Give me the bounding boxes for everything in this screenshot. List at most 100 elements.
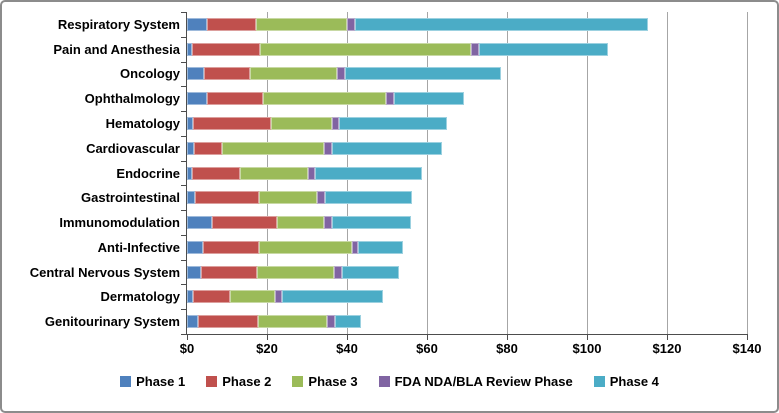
category-label: Endocrine bbox=[116, 165, 180, 181]
category-label: Anti-Infective bbox=[97, 239, 180, 255]
category-label: Respiratory System bbox=[57, 16, 180, 32]
bar-segment-phase-1 bbox=[187, 315, 198, 329]
y-axis-tick bbox=[181, 309, 187, 310]
gridline bbox=[586, 12, 588, 334]
bar-segment-fda-nda-bla-review-phase bbox=[334, 265, 342, 279]
x-axis-tick bbox=[586, 335, 588, 340]
bar-segment-fda-nda-bla-review-phase bbox=[275, 290, 282, 304]
bar-segment-phase-2 bbox=[203, 240, 259, 254]
legend-item: Phase 4 bbox=[593, 374, 659, 389]
category-label: Dermatology bbox=[100, 289, 180, 305]
y-axis-tick bbox=[181, 284, 187, 285]
bar-row bbox=[187, 315, 747, 329]
plot-area bbox=[181, 12, 748, 340]
bar-segment-phase-1 bbox=[187, 216, 212, 230]
y-axis-tick bbox=[181, 86, 187, 87]
bar-segment-phase-3 bbox=[240, 166, 308, 180]
y-axis-tick bbox=[181, 210, 187, 211]
gridline bbox=[506, 12, 508, 334]
bar-segment-phase-4 bbox=[315, 166, 422, 180]
x-axis-tick bbox=[266, 335, 268, 340]
bar-segment-fda-nda-bla-review-phase bbox=[308, 166, 315, 180]
x-axis-tick bbox=[746, 335, 748, 340]
gridline bbox=[666, 12, 668, 334]
bar-row bbox=[187, 17, 747, 31]
bar-segment-phase-1 bbox=[187, 265, 201, 279]
bar-segment-phase-3 bbox=[259, 191, 317, 205]
bar-segment-phase-2 bbox=[212, 216, 277, 230]
bar-segment-phase-2 bbox=[195, 191, 259, 205]
legend-swatch-phase-1 bbox=[120, 376, 132, 387]
legend-label: Phase 2 bbox=[222, 374, 272, 389]
x-axis-tick bbox=[426, 335, 428, 340]
category-label: Ophthalmology bbox=[84, 91, 180, 107]
x-axis-tick bbox=[666, 335, 668, 340]
x-axis-tick bbox=[346, 335, 348, 340]
bar-segment-phase-1 bbox=[187, 17, 207, 31]
bar-segment-phase-1 bbox=[187, 240, 203, 254]
bar-row bbox=[187, 166, 747, 180]
bar-row bbox=[187, 92, 747, 106]
x-axis-line bbox=[182, 334, 748, 335]
bar-segment-phase-1 bbox=[187, 116, 193, 130]
gridline bbox=[746, 12, 748, 334]
legend-label: Phase 1 bbox=[136, 374, 186, 389]
bar-segment-phase-4 bbox=[332, 216, 411, 230]
bar-segment-fda-nda-bla-review-phase bbox=[324, 141, 332, 155]
bar-segment-phase-3 bbox=[257, 265, 334, 279]
bar-row bbox=[187, 191, 747, 205]
category-label: Central Nervous System bbox=[29, 264, 180, 280]
bar-row bbox=[187, 141, 747, 155]
y-axis-tick bbox=[181, 37, 187, 38]
bar-segment-phase-4 bbox=[479, 42, 608, 56]
y-axis-tick bbox=[181, 62, 187, 63]
bar-row bbox=[187, 240, 747, 254]
bar-segment-phase-4 bbox=[355, 17, 648, 31]
legend-label: Phase 3 bbox=[308, 374, 358, 389]
bar-segment-phase-4 bbox=[335, 315, 361, 329]
bar-segment-phase-1 bbox=[187, 166, 192, 180]
bar-segment-fda-nda-bla-review-phase bbox=[386, 92, 394, 106]
legend-swatch-fda-nda-bla-review-phase bbox=[378, 376, 390, 387]
x-axis-tick-label: $60 bbox=[416, 341, 438, 356]
y-axis-line bbox=[186, 12, 187, 334]
bar-segment-phase-2 bbox=[207, 17, 256, 31]
chart-legend: Phase 1 Phase 2 Phase 3 FDA NDA/BLA Review … bbox=[2, 374, 777, 389]
y-axis-tick bbox=[181, 185, 187, 186]
x-axis-tick-label: $120 bbox=[652, 341, 682, 356]
bar-segment-phase-1 bbox=[187, 92, 207, 106]
category-label: Oncology bbox=[120, 66, 180, 82]
bar-segment-phase-3 bbox=[259, 240, 352, 254]
bar-segment-phase-3 bbox=[230, 290, 275, 304]
y-axis-tick bbox=[181, 111, 187, 112]
legend-label: Phase 4 bbox=[609, 374, 659, 389]
bar-segment-phase-1 bbox=[187, 191, 195, 205]
category-label: Cardiovascular bbox=[86, 140, 180, 156]
bar-segment-phase-4 bbox=[358, 240, 403, 254]
category-label: Immunomodulation bbox=[59, 215, 180, 231]
gridline bbox=[426, 12, 428, 334]
bar-segment-phase-1 bbox=[187, 42, 192, 56]
bar-segment-fda-nda-bla-review-phase bbox=[352, 240, 358, 254]
category-label: Pain and Anesthesia bbox=[53, 41, 180, 57]
bar-segment-phase-2 bbox=[198, 315, 258, 329]
x-axis-tick-label: $40 bbox=[336, 341, 358, 356]
bar-segment-phase-1 bbox=[187, 141, 194, 155]
bar-segment-phase-3 bbox=[250, 67, 337, 81]
bar-segment-phase-4 bbox=[339, 116, 447, 130]
y-axis-tick bbox=[181, 260, 187, 261]
bar-segment-fda-nda-bla-review-phase bbox=[317, 191, 325, 205]
legend-item: Phase 2 bbox=[206, 374, 271, 389]
bar-segment-phase-3 bbox=[258, 315, 327, 329]
bar-segment-fda-nda-bla-review-phase bbox=[327, 315, 335, 329]
bar-row bbox=[187, 265, 747, 279]
bar-segment-fda-nda-bla-review-phase bbox=[332, 116, 339, 130]
bar-segment-phase-2 bbox=[193, 116, 271, 130]
bar-segment-phase-3 bbox=[222, 141, 324, 155]
legend-item: Phase 1 bbox=[120, 374, 185, 389]
y-axis-tick bbox=[181, 12, 187, 13]
bar-segment-phase-2 bbox=[204, 67, 250, 81]
bar-segment-phase-1 bbox=[187, 67, 204, 81]
x-axis-tick-label: $80 bbox=[496, 341, 518, 356]
